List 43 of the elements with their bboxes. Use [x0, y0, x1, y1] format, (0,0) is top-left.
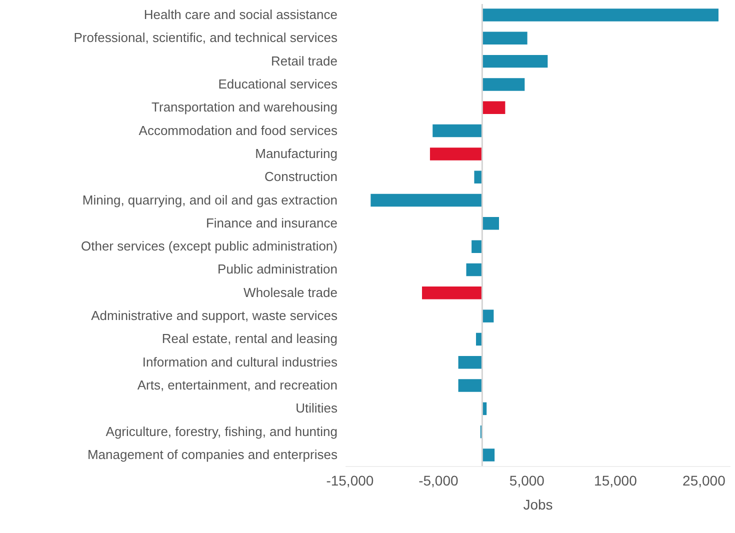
bar	[482, 101, 506, 114]
bar	[432, 124, 482, 138]
y-tick-label: Other services (except public administration)	[81, 238, 338, 254]
y-tick-label: Real estate, rental and leasing	[162, 331, 338, 346]
y-tick-label: Construction	[264, 169, 338, 184]
x-axis-title: Jobs	[523, 496, 553, 512]
bar	[458, 379, 482, 392]
bar	[370, 194, 482, 207]
y-tick-label: Wholesale trade	[244, 284, 338, 300]
y-tick-label: Health care and social assistance	[144, 7, 338, 22]
y-tick-label: Administrative and support, waste services	[91, 308, 338, 324]
bar	[482, 32, 528, 45]
bar	[482, 448, 495, 462]
x-tick-label: -15,000	[326, 472, 374, 488]
bar	[466, 263, 482, 276]
x-tick-label: 25,000	[682, 472, 726, 488]
x-tick-label: 5,000	[509, 472, 545, 488]
y-tick-label: Information and cultural industries	[142, 354, 338, 370]
y-tick-label: Finance and insurance	[206, 215, 338, 230]
bar	[430, 148, 482, 160]
bar	[482, 217, 499, 230]
y-tick-label: Transportation and warehousing	[152, 100, 338, 115]
bar	[482, 8, 718, 22]
bar	[422, 286, 482, 300]
y-tick-label: Public administration	[218, 262, 338, 277]
y-tick-label: Professional, scientific, and technical services	[74, 30, 338, 46]
y-tick-label: Management of companies and enterprises	[87, 447, 338, 462]
bar	[482, 310, 494, 322]
bar	[482, 54, 548, 68]
y-tick-label: Arts, entertainment, and recreation	[137, 378, 338, 393]
y-tick-label: Agriculture, forestry, fishing, and hunting	[106, 424, 338, 439]
y-tick-label: Utilities	[296, 400, 338, 416]
y-tick-label: Retail trade	[271, 53, 338, 68]
bar	[482, 78, 525, 91]
bar	[474, 170, 482, 184]
y-tick-label: Mining, quarrying, and oil and gas extraction	[82, 192, 338, 208]
x-tick-label: -5,000	[418, 472, 458, 488]
y-tick-label: Accommodation and food services	[138, 122, 338, 138]
x-tick-label: 15,000	[594, 472, 638, 488]
y-tick-label: Educational services	[218, 76, 338, 92]
bar	[458, 356, 482, 369]
y-tick-label: Manufacturing	[255, 146, 338, 161]
bar	[472, 240, 482, 253]
